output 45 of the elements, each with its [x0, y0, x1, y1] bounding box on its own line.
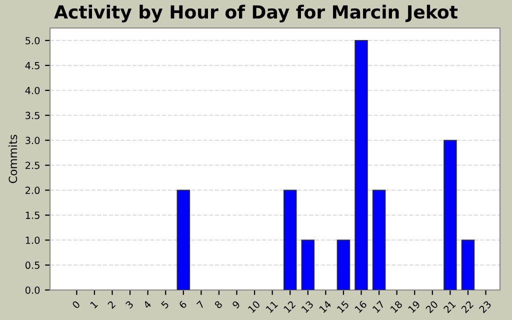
chart-title: Activity by Hour of Day for Marcin Jekot [54, 4, 458, 22]
x-tick-label: 1 [90, 300, 98, 309]
x-tick-label: 15 [336, 300, 350, 314]
y-tick-label: 2.0 [26, 186, 40, 194]
x-tick-label: 9 [232, 300, 240, 309]
y-tick-label: 3.5 [26, 112, 40, 120]
x-tick-label: 2 [107, 300, 116, 309]
x-tick-label: 11 [266, 300, 278, 313]
y-tick-label: 3.0 [26, 136, 40, 144]
y-axis-title: Commits [8, 134, 18, 184]
y-tick-label: 0.0 [25, 286, 40, 294]
bar [283, 190, 297, 290]
x-tick-label: 10 [248, 300, 260, 314]
bar [176, 190, 190, 290]
x-tick-label: 6 [178, 300, 188, 309]
x-tick-label: 7 [196, 300, 205, 309]
bar [372, 190, 386, 290]
y-tick-label: 1.5 [26, 212, 40, 219]
x-tick-label: 12 [283, 300, 296, 313]
bar [444, 140, 457, 290]
bar [461, 240, 475, 290]
y-tick-label: 4.5 [25, 62, 40, 70]
x-tick-label: 13 [301, 300, 314, 314]
x-tick-label: 16 [354, 300, 368, 314]
bar [336, 240, 350, 290]
x-tick-label: 5 [160, 300, 170, 309]
y-tick-label: 5.0 [26, 36, 40, 44]
x-tick-label: 8 [214, 300, 223, 309]
y-tick-label: 2.5 [26, 162, 40, 170]
bar [301, 240, 315, 290]
y-tick-label: 1.0 [26, 236, 40, 244]
x-tick-label: 23 [478, 300, 492, 314]
x-tick-label: 3 [125, 300, 134, 309]
x-tick-label: 22 [460, 300, 474, 314]
x-tick-label: 4 [142, 300, 152, 309]
x-tick-label: 19 [408, 300, 421, 314]
y-tick-label: 0.5 [25, 262, 40, 269]
x-tick-label: 21 [443, 300, 456, 314]
x-tick-label: 0 [72, 300, 80, 309]
x-tick-label: 18 [390, 300, 403, 314]
x-tick-label: 14 [318, 300, 332, 313]
bar [354, 40, 368, 290]
x-tick-label: 17 [372, 300, 385, 313]
x-tick-label: 20 [425, 300, 438, 314]
y-tick-label: 4.0 [25, 86, 40, 94]
